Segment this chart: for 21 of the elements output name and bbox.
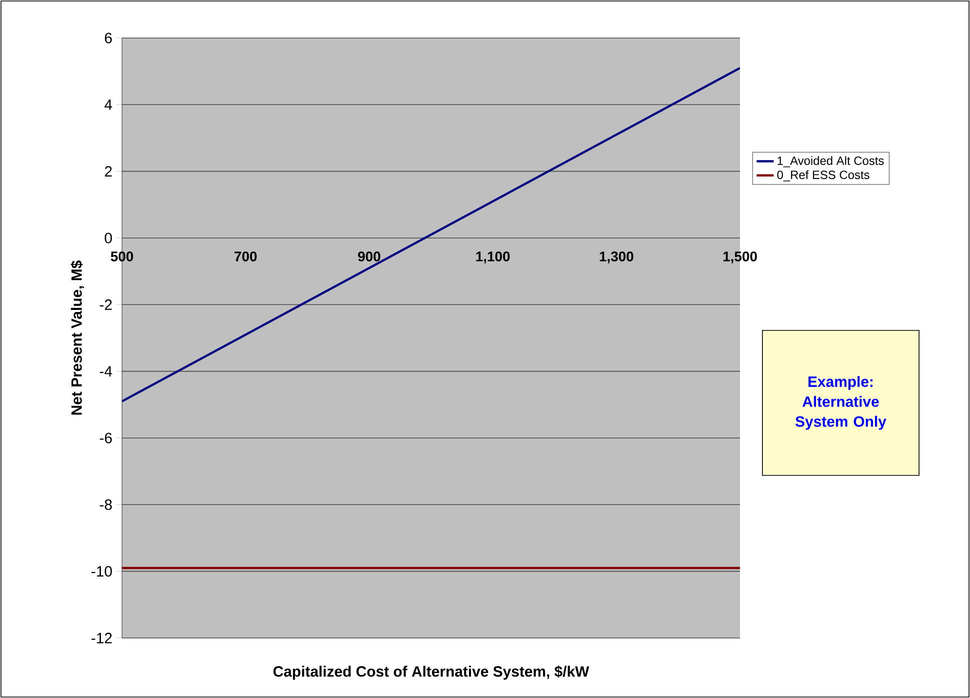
x-tick-label: 900 <box>358 251 380 262</box>
y-tick-label: 6 <box>104 32 112 44</box>
x-tick-label: 500 <box>110 251 134 262</box>
y-tick-label: 0 <box>104 232 112 244</box>
x-tick-label: 1,300 <box>600 251 634 264</box>
y-tick-label: -6 <box>100 432 112 444</box>
x-tick-label: 1,100 <box>476 251 510 264</box>
x-axis-title: Capitalized Cost of Alternative System, $/kW <box>273 666 590 680</box>
legend-label: 1_Avoided Alt Costs <box>778 156 884 168</box>
y-tick-label: -8 <box>100 499 112 510</box>
text: Example: Alternative System Only <box>795 376 886 430</box>
y-axis-title: Net Present Value, M$ <box>70 260 84 415</box>
y-tick-label: -10 <box>92 566 112 577</box>
y-tick-label: -12 <box>92 632 112 644</box>
y-tick-label: 4 <box>104 100 112 110</box>
legend-label: 0_Ref ESS Costs <box>777 170 870 182</box>
y-tick-label: 2 <box>104 166 112 177</box>
x-tick-label: 700 <box>234 251 257 262</box>
x-tick-label: 1,500 <box>723 251 757 264</box>
y-tick-label: -2 <box>100 299 112 310</box>
y-tick-label: -4 <box>100 366 112 376</box>
